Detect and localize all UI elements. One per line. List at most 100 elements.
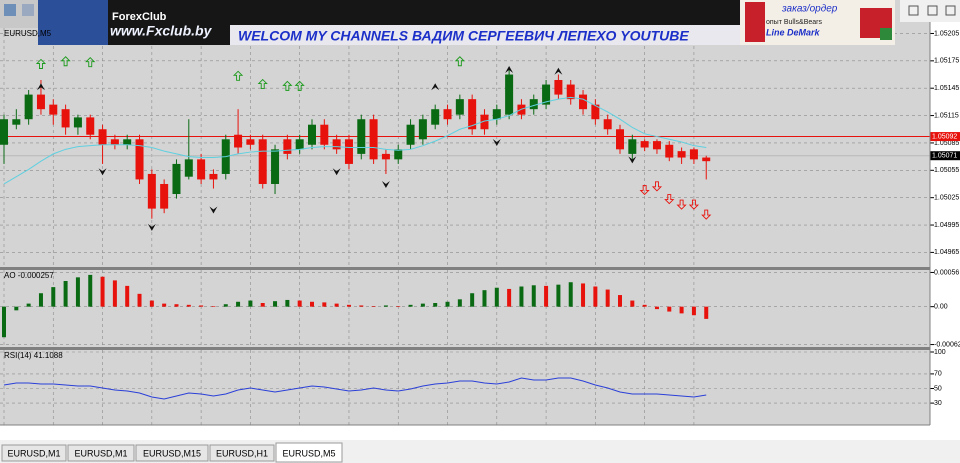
price-axis-background bbox=[930, 0, 960, 440]
ao-bar bbox=[334, 303, 339, 307]
rsi-label: RSI(14) 41.1088 bbox=[4, 351, 63, 360]
fractal bbox=[332, 168, 341, 176]
chart-tab-label[interactable]: EURUSD,M15 bbox=[143, 448, 201, 458]
ao-bar bbox=[667, 306, 672, 312]
y-tick-label: 1.04995 bbox=[934, 222, 959, 229]
banner-flag bbox=[880, 28, 892, 40]
sell-arrow bbox=[651, 181, 663, 192]
marks: 1.05092 1.05071 bbox=[0, 56, 960, 400]
ao-bar bbox=[630, 300, 635, 307]
icon bbox=[22, 4, 34, 16]
chart-tab[interactable] bbox=[275, 442, 343, 463]
ao-bar bbox=[26, 303, 31, 307]
ao-bar bbox=[186, 304, 191, 307]
banner-site[interactable]: www.Fxclub.by bbox=[110, 23, 213, 39]
candle-body bbox=[418, 119, 427, 140]
ao-bar bbox=[346, 304, 351, 307]
candle-body bbox=[308, 124, 316, 145]
ao-bar bbox=[236, 301, 241, 307]
panel-separator bbox=[0, 347, 930, 350]
fractal bbox=[431, 83, 440, 91]
chart-tab-label[interactable]: EURUSD,M1 bbox=[74, 448, 127, 458]
candle-body bbox=[406, 124, 415, 145]
fractal bbox=[554, 67, 563, 75]
candle-body bbox=[209, 173, 218, 180]
candle-body bbox=[542, 84, 551, 105]
candle-body bbox=[160, 183, 169, 209]
tabs: EURUSD,M1 EURUSD,M1 EURUSD,M15 EURUSD,H1 EUR… bbox=[1, 442, 343, 463]
candle-body bbox=[49, 104, 58, 115]
chart-tab[interactable] bbox=[67, 444, 135, 462]
candle-body bbox=[184, 159, 193, 177]
candle-body bbox=[689, 149, 698, 160]
ao-bar bbox=[359, 305, 364, 307]
buy-arrow bbox=[294, 80, 305, 91]
candle-body bbox=[443, 109, 452, 120]
candle-body bbox=[98, 129, 107, 145]
ao-bar bbox=[691, 306, 696, 316]
y-tick-label: 30 bbox=[934, 400, 942, 407]
y-tick-label: -0.00062 bbox=[934, 341, 960, 348]
restore-button[interactable] bbox=[927, 5, 938, 16]
close-button[interactable] bbox=[945, 5, 956, 16]
ao-bar bbox=[112, 280, 117, 307]
candle-body bbox=[480, 114, 489, 130]
ao-bar bbox=[285, 299, 290, 307]
ao-bar bbox=[88, 274, 93, 307]
ao-bar bbox=[482, 290, 487, 307]
candle-body bbox=[147, 173, 156, 209]
candle-body bbox=[591, 104, 600, 120]
ao-bar bbox=[211, 306, 216, 307]
ao-bar bbox=[581, 283, 586, 307]
bid-price-box bbox=[930, 151, 960, 161]
y-tick-label: 1.05025 bbox=[934, 195, 959, 202]
minimize-button[interactable] bbox=[908, 5, 919, 16]
chart-tab-label[interactable]: EURUSD,M1 bbox=[7, 448, 60, 458]
candle-body bbox=[332, 139, 341, 150]
ao-bar bbox=[593, 286, 598, 307]
candle-body bbox=[505, 74, 514, 115]
y-tick-label: 100 bbox=[934, 349, 946, 356]
banner-side-line: Line DeMark bbox=[766, 27, 821, 37]
candle-body bbox=[234, 134, 243, 148]
ao-bar bbox=[199, 305, 204, 307]
chart-tab-label[interactable]: EURUSD,M5 bbox=[282, 448, 335, 458]
bid-price-label: 1.05071 bbox=[932, 153, 957, 160]
banner-text-background bbox=[230, 25, 740, 45]
ao-bar bbox=[273, 301, 278, 307]
icon bbox=[4, 4, 16, 16]
chart-tab[interactable] bbox=[209, 444, 275, 462]
ref-price-label: 1.05092 bbox=[932, 133, 957, 140]
ao-bar bbox=[457, 299, 462, 307]
ao-bar bbox=[507, 288, 512, 307]
candle-body bbox=[677, 151, 686, 158]
banner-side-line: заказ/ордер bbox=[781, 4, 838, 15]
candle-body bbox=[603, 119, 612, 130]
candle-body bbox=[271, 149, 280, 184]
ao-bar bbox=[297, 300, 302, 307]
candle-body bbox=[110, 139, 119, 145]
buy-arrow bbox=[454, 56, 465, 67]
ao-bar bbox=[63, 281, 68, 307]
candle-body bbox=[554, 79, 563, 95]
chart-tab[interactable] bbox=[135, 444, 209, 462]
candle-body bbox=[579, 94, 588, 110]
chart-background bbox=[0, 0, 930, 440]
ao-bar bbox=[556, 284, 561, 307]
rsi-line bbox=[3, 377, 707, 400]
candle-body bbox=[357, 119, 366, 154]
buy-arrow bbox=[60, 56, 71, 67]
ao-bar bbox=[396, 306, 401, 307]
ao-bar bbox=[310, 301, 314, 307]
ao-bar bbox=[618, 295, 622, 307]
ao-bar bbox=[14, 306, 19, 311]
candle-body bbox=[702, 157, 711, 162]
chart-tab-label[interactable]: EURUSD,H1 bbox=[216, 448, 268, 458]
candle-body bbox=[665, 144, 674, 158]
ao-bar bbox=[248, 300, 253, 307]
fractal bbox=[505, 65, 514, 73]
fractal bbox=[381, 180, 390, 188]
chart-tab[interactable] bbox=[1, 444, 67, 462]
candle-body bbox=[492, 109, 501, 120]
y-tick-label: 1.05145 bbox=[934, 85, 959, 92]
